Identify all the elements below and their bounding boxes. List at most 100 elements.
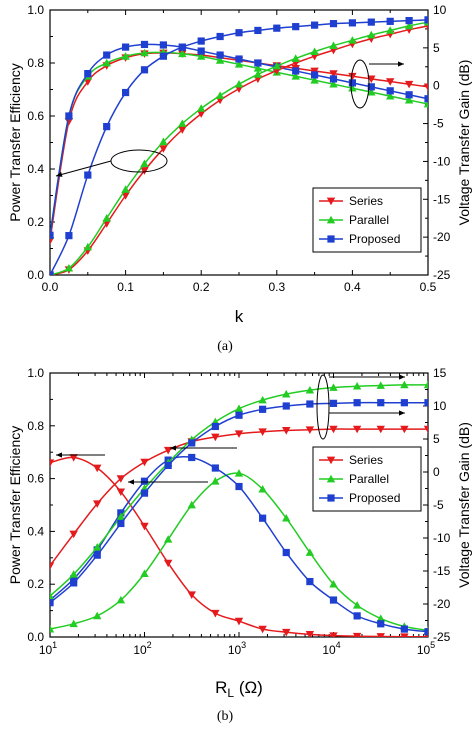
data-point: [292, 67, 300, 75]
data-point: [140, 40, 149, 49]
data-point: [367, 87, 376, 96]
data-point: [305, 631, 315, 637]
ellipse-gain: [350, 59, 370, 109]
data-point: [424, 16, 428, 24]
y2-tick-label: -20: [433, 597, 451, 611]
y2-axis-label: Voltage Transfer Gain (dB): [456, 422, 472, 588]
y-axis-label: Power Transfer Efficiency: [7, 426, 23, 584]
y2-tick-label: -5: [433, 498, 444, 512]
chart-panel-b: 101 102 103 104 1050.00.20.40.60.81.0-25-20-…: [7, 366, 472, 724]
legend-label: Proposed: [349, 491, 400, 505]
legend-label: Parallel: [349, 213, 389, 227]
data-point: [253, 64, 263, 72]
y-tick-label: 0.4: [27, 524, 44, 538]
arrow-left-axis-3-head: [128, 479, 134, 485]
data-point: [377, 620, 385, 628]
data-point: [405, 91, 413, 99]
data-point: [178, 119, 187, 127]
legend-marker: [326, 197, 336, 206]
data-point: [50, 624, 55, 633]
data-point: [116, 512, 126, 521]
data-point: [140, 159, 149, 168]
data-point: [424, 399, 428, 407]
x-tick-base: 10: [133, 643, 147, 657]
data-point: [254, 26, 262, 35]
x-tick-exp: 4: [336, 640, 341, 650]
data-point: [50, 562, 55, 570]
y2-tick-label: -15: [433, 564, 451, 578]
y2-tick-label: 10: [433, 3, 447, 17]
data-point: [258, 395, 267, 404]
data-point: [84, 171, 92, 179]
data-point: [282, 427, 291, 435]
data-point: [122, 88, 130, 97]
data-point: [140, 522, 149, 531]
data-point: [386, 26, 395, 34]
y-tick-label: 1.0: [27, 3, 44, 17]
data-point: [102, 58, 111, 67]
data-point: [65, 232, 73, 240]
ellipse-gain: [316, 374, 330, 440]
data-point: [70, 575, 78, 583]
x-tick-base: 10: [228, 643, 242, 657]
data-point: [329, 70, 338, 78]
x-tick-label: 0.2: [193, 280, 210, 294]
data-point: [423, 425, 428, 434]
data-point: [187, 591, 196, 599]
y2-tick-label: -15: [433, 192, 451, 206]
data-point: [400, 399, 408, 407]
data-point: [64, 263, 74, 272]
y-tick-label: 0.0: [27, 630, 44, 644]
legend-label: Proposed: [349, 232, 400, 246]
data-point: [306, 400, 314, 408]
y2-tick-label: -10: [433, 531, 451, 545]
data-point: [216, 51, 224, 59]
data-point: [305, 548, 315, 556]
x-tick-label: 105: [417, 640, 435, 657]
data-point: [163, 446, 173, 455]
data-point: [386, 78, 395, 86]
x-tick-base: 10: [417, 643, 431, 657]
data-point: [273, 24, 281, 32]
data-point: [235, 411, 243, 419]
annotations: [55, 59, 404, 177]
data-point: [367, 18, 375, 26]
data-point: [50, 271, 54, 275]
data-point: [259, 405, 267, 413]
data-point: [140, 477, 149, 485]
x-axis-label-unit: (Ω): [234, 678, 263, 697]
x-tick-label: 102: [133, 640, 151, 657]
data-point: [84, 70, 92, 78]
data-point: [50, 459, 55, 467]
y-tick-label: 0.4: [27, 162, 44, 176]
data-point: [121, 52, 130, 60]
data-point: [178, 43, 186, 51]
data-point: [376, 381, 385, 389]
series-proposed-gain: [50, 399, 428, 607]
data-point: [376, 633, 385, 637]
data-point: [235, 482, 243, 491]
data-point: [211, 422, 219, 431]
series-parallel-gain: [50, 17, 428, 275]
data-point: [70, 579, 78, 587]
data-point: [234, 469, 244, 477]
data-point: [211, 464, 219, 472]
data-point: [188, 453, 196, 462]
data-point: [404, 21, 414, 30]
data-point: [140, 489, 149, 497]
data-point: [348, 83, 357, 92]
data-point: [234, 60, 244, 68]
y2-tick-label: -5: [433, 117, 444, 131]
legend-marker: [326, 215, 336, 224]
data-point: [215, 56, 225, 64]
data-point: [211, 609, 220, 618]
data-point: [367, 83, 375, 91]
data-point: [234, 404, 244, 412]
chart-panel-a: 0.0 0.1 0.2 0.3 0.4 0.5 0.0 0.2 0.4 0.6 0.8 1.0 -25 -…: [7, 3, 472, 354]
data-point: [352, 632, 362, 637]
data-point: [116, 475, 126, 483]
y2-tick-label: 0: [433, 465, 440, 479]
data-point: [305, 385, 315, 394]
data-point: [353, 612, 361, 620]
data-point: [329, 383, 338, 391]
